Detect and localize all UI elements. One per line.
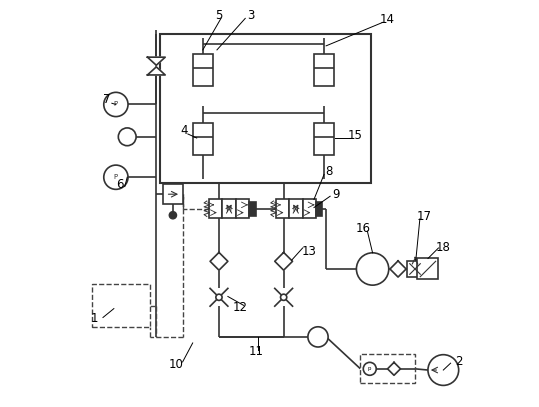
Circle shape: [308, 327, 328, 347]
Polygon shape: [148, 57, 165, 65]
Circle shape: [216, 294, 222, 300]
Bar: [236, 199, 250, 219]
Text: 3: 3: [247, 9, 255, 22]
Text: P: P: [114, 101, 118, 107]
Bar: [407, 261, 423, 277]
Polygon shape: [210, 252, 228, 270]
Bar: [193, 54, 213, 86]
Text: 15: 15: [348, 129, 363, 142]
Bar: [250, 202, 256, 216]
Bar: [289, 199, 302, 219]
Bar: [316, 202, 322, 216]
Bar: [209, 199, 223, 219]
Bar: [361, 354, 415, 383]
Text: 7: 7: [103, 93, 110, 106]
Text: 12: 12: [233, 301, 248, 314]
Bar: [314, 54, 334, 86]
Text: 2: 2: [455, 355, 462, 368]
Bar: [223, 199, 236, 219]
Circle shape: [104, 92, 128, 116]
Text: 1: 1: [91, 312, 99, 325]
Text: 6: 6: [116, 177, 123, 190]
Text: 11: 11: [249, 345, 264, 357]
Bar: [92, 284, 150, 327]
Polygon shape: [388, 362, 400, 375]
Text: 8: 8: [326, 166, 333, 179]
Bar: [193, 123, 213, 155]
Text: 17: 17: [417, 210, 431, 223]
Circle shape: [280, 294, 287, 300]
Circle shape: [356, 253, 389, 285]
Bar: [314, 123, 334, 155]
Circle shape: [119, 128, 136, 146]
Text: 5: 5: [215, 9, 223, 22]
Text: 16: 16: [356, 222, 371, 235]
Polygon shape: [275, 252, 293, 270]
Text: 13: 13: [302, 245, 316, 258]
Bar: [163, 184, 183, 204]
Text: 9: 9: [333, 188, 340, 201]
Text: 18: 18: [436, 241, 451, 254]
Text: 14: 14: [380, 13, 395, 26]
Circle shape: [428, 354, 459, 385]
Bar: [275, 199, 289, 219]
Circle shape: [363, 362, 376, 375]
Bar: [302, 199, 316, 219]
Bar: [417, 258, 438, 280]
Text: 10: 10: [169, 358, 184, 371]
Text: 4: 4: [181, 124, 188, 137]
Polygon shape: [390, 261, 406, 277]
Polygon shape: [148, 67, 165, 75]
Bar: [161, 34, 370, 183]
Circle shape: [169, 212, 177, 219]
Text: P: P: [114, 174, 118, 180]
Text: p: p: [368, 366, 371, 371]
Circle shape: [104, 165, 128, 189]
